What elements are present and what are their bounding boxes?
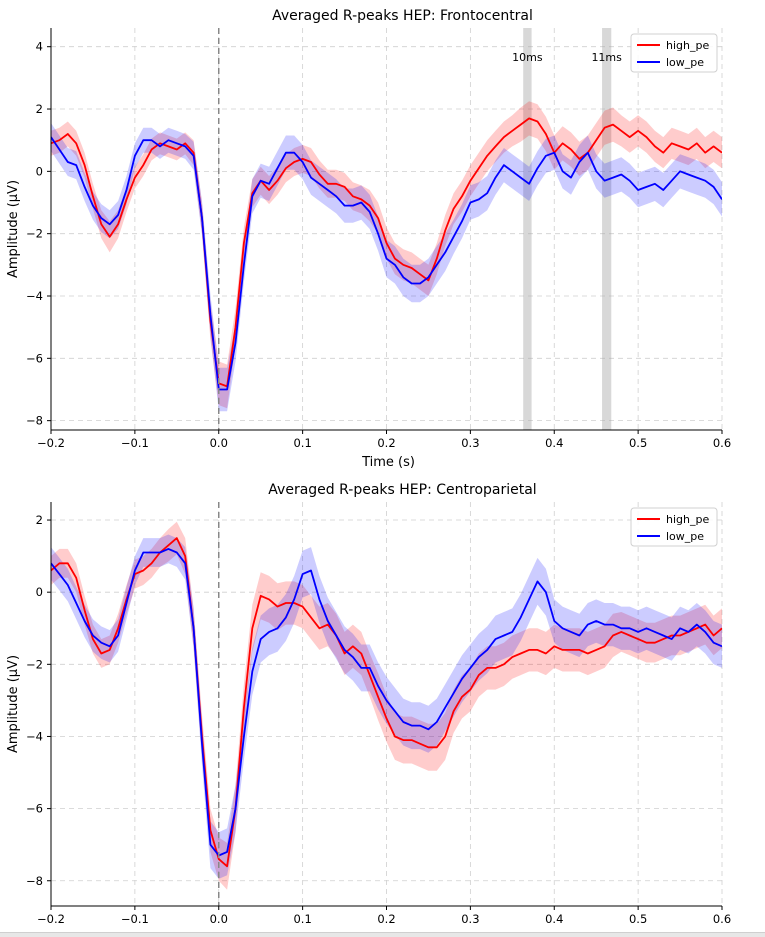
x-tick-label: 0.3 [461,436,479,450]
chart-title: Averaged R-peaks HEP: Frontocentral [272,8,533,24]
x-tick-label: 0.0 [210,912,228,926]
x-tick-label: 0.2 [377,436,395,450]
x-tick-label: −0.2 [37,436,65,450]
x-tick-label: −0.1 [121,436,149,450]
x-tick-label: 0.0 [210,436,228,450]
x-tick-label: 0.3 [461,912,479,926]
x-tick-label: 0.6 [713,436,731,450]
y-tick-label: 0 [36,164,43,178]
y-tick-label: −4 [26,729,43,743]
y-axis-label: Amplitude (µV) [6,655,21,753]
x-tick-label: 0.4 [545,912,563,926]
legend: high_pe low_pe [630,507,718,547]
legend-label-low_pe: low_pe [666,56,704,69]
series-band-high_pe [51,101,722,409]
y-tick-label: −2 [26,657,43,671]
significance-window [602,28,612,430]
x-tick-label: 0.6 [713,912,731,926]
legend-label-high_pe: high_pe [666,513,709,526]
legend: high_pe low_pe [630,33,718,73]
y-tick-label: 2 [36,513,43,527]
x-tick-label: 0.2 [377,912,395,926]
x-tick-label: 0.4 [545,436,563,450]
y-tick-label: −8 [26,874,43,888]
series-line-high_pe [51,537,722,868]
bottom-edge-divider [0,932,765,937]
x-tick-label: 0.1 [293,436,311,450]
y-tick-label: 4 [36,40,43,54]
significance-window-label: 11ms [591,51,622,64]
y-tick-label: 2 [36,102,43,116]
y-tick-label: −6 [26,802,43,816]
x-axis-label: Time (s) [361,455,415,470]
y-tick-label: −4 [26,289,43,303]
y-tick-label: −8 [26,414,43,428]
series-line-low_pe [51,548,722,857]
legend-label-high_pe: high_pe [666,39,709,52]
series-line-low_pe [51,136,722,391]
significance-window-label: 10ms [512,51,543,64]
chart-frontocentral: 10ms 11ms −0.2 −0.1 0.0 0.1 0.2 0.3 0.4 0.5 0.6 −8 −… [6,8,731,470]
plot-data-group [51,521,722,890]
legend-label-low_pe: low_pe [666,530,704,543]
y-tick-label: 0 [36,585,43,599]
series-band-high_pe [51,521,722,890]
x-tick-label: −0.1 [121,912,149,926]
chart-title: Averaged R-peaks HEP: Centroparietal [268,482,536,498]
plot-data-group [51,101,722,412]
series-band-low_pe [51,123,722,412]
y-tick-label: −6 [26,351,43,365]
chart-centroparietal: −0.2 −0.1 0.0 0.1 0.2 0.3 0.4 0.5 0.6 −8 −6 −4 −2 0 2 A… [6,482,731,936]
x-tick-label: −0.2 [37,912,65,926]
y-axis-label: Amplitude (µV) [6,180,21,278]
significance-window [523,28,532,430]
x-tick-label: 0.5 [629,436,647,450]
y-tick-label: −2 [26,227,43,241]
x-tick-label: 0.1 [293,912,311,926]
x-tick-label: 0.5 [629,912,647,926]
